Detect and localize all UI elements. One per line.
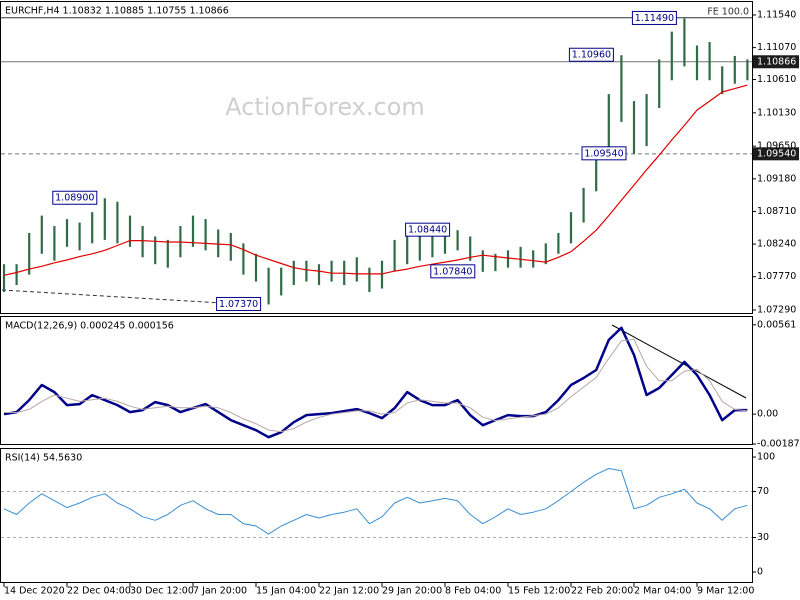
annotation-label: 1.07370 bbox=[219, 299, 258, 310]
x-tick-label: 15 Jan 04:00 bbox=[256, 586, 316, 597]
annotation-box bbox=[631, 10, 677, 25]
level-label: 1.10866 bbox=[757, 56, 796, 67]
level-box bbox=[753, 55, 799, 69]
x-tick-label: 9 Mar 12:00 bbox=[697, 586, 754, 597]
annotation-label: 1.10960 bbox=[572, 50, 611, 61]
y-tick-label: 1.08240 bbox=[757, 239, 796, 250]
x-tick-label: 22 Feb 20:00 bbox=[571, 586, 633, 597]
annotation-label: 1.08900 bbox=[55, 193, 94, 204]
panel-title: EURCHF,H4 1.10832 1.10885 1.10755 1.1086… bbox=[5, 6, 229, 17]
indicator-line bbox=[3, 326, 748, 439]
y-tick-label: 30 bbox=[757, 532, 769, 543]
macd-panel bbox=[0, 316, 753, 445]
x-tick-label: 30 Dec 12:00 bbox=[130, 586, 194, 597]
y-tick-label: 1.09180 bbox=[757, 173, 796, 184]
x-tick-label: 15 Feb 12:00 bbox=[508, 586, 570, 597]
annotation-label: 1.11490 bbox=[635, 13, 674, 24]
x-tick-label: 8 Feb 04:00 bbox=[445, 586, 501, 597]
y-tick-label: 1.07770 bbox=[757, 271, 796, 282]
x-tick-label: 22 Jan 12:00 bbox=[319, 586, 379, 597]
x-tick-label: 22 Dec 04:00 bbox=[67, 586, 131, 597]
annotation-box bbox=[581, 146, 627, 161]
annotation-box bbox=[216, 296, 262, 311]
y-tick-label: -0.001876 bbox=[757, 439, 800, 450]
rsi-panel bbox=[0, 448, 753, 583]
price-panel bbox=[0, 1, 753, 314]
y-tick-label: 100 bbox=[757, 452, 775, 463]
trend-line bbox=[1, 289, 223, 304]
x-tick-label: 14 Dec 2020 bbox=[4, 586, 65, 597]
y-tick-label: 70 bbox=[757, 486, 769, 497]
x-tick-label: 29 Jan 20:00 bbox=[382, 586, 442, 597]
level-label: 1.09540 bbox=[757, 148, 796, 159]
annotation-box bbox=[405, 222, 451, 237]
x-tick-label: 7 Jan 20:00 bbox=[193, 586, 247, 597]
x-tick-label: 2 Mar 04:00 bbox=[634, 586, 691, 597]
indicator-line bbox=[3, 468, 748, 535]
y-tick-label: 1.09650 bbox=[757, 141, 796, 152]
y-tick-label: 1.10130 bbox=[757, 107, 796, 118]
y-tick-label: 1.07290 bbox=[757, 305, 796, 316]
annotation-box bbox=[52, 190, 98, 205]
watermark: ActionForex.com bbox=[225, 93, 425, 121]
y-tick-label: 1.08710 bbox=[757, 206, 796, 217]
annotation-label: 1.07840 bbox=[433, 266, 472, 277]
moving-average bbox=[3, 84, 748, 276]
indicator-line bbox=[4, 338, 748, 433]
level-box bbox=[753, 147, 799, 161]
level-label: FE 100.0 bbox=[707, 6, 749, 17]
annotation-box bbox=[430, 264, 476, 279]
y-tick-label: 0 bbox=[757, 566, 763, 577]
y-tick-label: 1.10610 bbox=[757, 74, 796, 85]
y-tick-label: 0.00 bbox=[757, 409, 778, 420]
y-tick-label: 1.11540 bbox=[757, 9, 796, 20]
panel-title: RSI(14) 54.5630 bbox=[5, 453, 82, 464]
annotation-label: 1.08440 bbox=[408, 225, 447, 236]
macd-trend-line bbox=[611, 324, 747, 399]
panel-title: MACD(12,26,9) 0.000245 0.000156 bbox=[5, 321, 174, 332]
annotation-label: 1.09540 bbox=[584, 148, 623, 159]
annotation-box bbox=[568, 47, 614, 62]
y-tick-label: 1.11070 bbox=[757, 42, 796, 53]
y-tick-label: 0.00561 bbox=[757, 319, 796, 330]
